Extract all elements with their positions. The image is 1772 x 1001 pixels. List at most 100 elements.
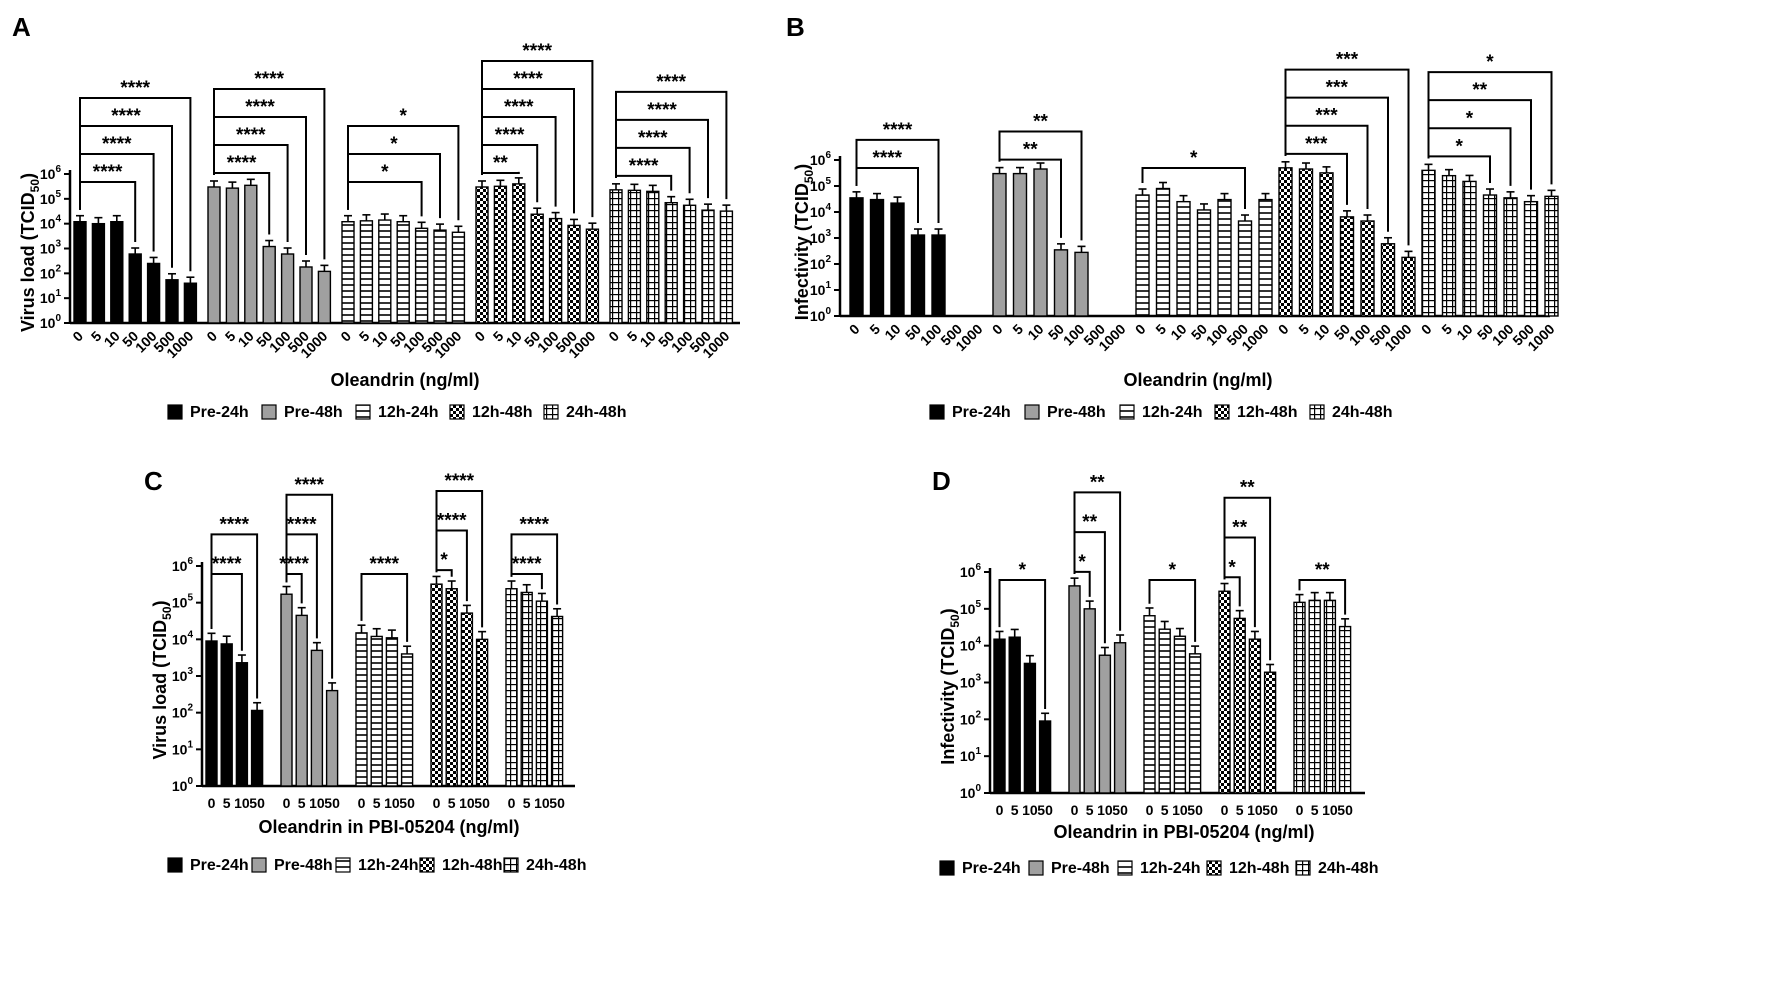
significance-label: ** bbox=[1033, 112, 1048, 133]
bar bbox=[1113, 642, 1127, 794]
x-tick-label: 5 bbox=[1161, 802, 1169, 818]
bar bbox=[849, 197, 864, 317]
x-tick-label: 0 bbox=[337, 328, 354, 345]
significance-label: **** bbox=[513, 69, 543, 90]
significance-bracket bbox=[615, 174, 673, 191]
bar bbox=[262, 245, 276, 324]
bar bbox=[1503, 197, 1518, 317]
legend-label: 12h-24h bbox=[1142, 404, 1202, 421]
bar bbox=[1360, 220, 1375, 317]
x-tick-label: 5 bbox=[1152, 321, 1169, 338]
x-tick-label: 0 bbox=[1132, 321, 1149, 338]
bar bbox=[400, 653, 414, 787]
bar bbox=[550, 615, 564, 787]
x-tick-label: 10 bbox=[1247, 802, 1263, 818]
x-tick-label: 50 bbox=[549, 795, 565, 811]
x-tick-label: 50 bbox=[324, 795, 340, 811]
significance-label: ** bbox=[1240, 478, 1255, 499]
series-pre-24h: 0 5 10 50 **** **** bbox=[205, 514, 265, 811]
bar bbox=[931, 234, 946, 317]
legend-label: Pre-24h bbox=[190, 857, 249, 874]
x-tick-label: 10 bbox=[384, 795, 400, 811]
y-tick-label: 106 bbox=[40, 164, 62, 182]
x-tick-label: 0 bbox=[1221, 802, 1229, 818]
bar bbox=[250, 709, 264, 787]
y-tick-label: 103 bbox=[960, 673, 982, 691]
x-axis-label: Oleandrin in PBI-05204 (ng/ml) bbox=[258, 817, 519, 837]
bar bbox=[505, 588, 518, 787]
bar bbox=[1176, 200, 1191, 317]
x-tick-label: 5 bbox=[1295, 321, 1312, 338]
x-tick-label: 5 bbox=[448, 795, 456, 811]
bar bbox=[207, 186, 221, 324]
significance-label: **** bbox=[212, 554, 242, 575]
bar bbox=[414, 227, 429, 324]
bar bbox=[91, 222, 106, 324]
y-tick-label: 100 bbox=[40, 313, 62, 331]
bar bbox=[280, 253, 295, 324]
x-tick-label: 5 bbox=[1438, 321, 1455, 338]
bar bbox=[205, 640, 218, 787]
panel-letter: A bbox=[12, 12, 31, 42]
y-tick-label: 101 bbox=[172, 739, 194, 757]
significance-bracket bbox=[1284, 152, 1348, 205]
bar bbox=[220, 643, 233, 787]
significance-label: * bbox=[1190, 148, 1198, 169]
y-tick-label: 105 bbox=[40, 189, 62, 207]
bar bbox=[682, 204, 697, 324]
x-tick-label: 50 bbox=[1262, 802, 1278, 818]
y-tick-label: 102 bbox=[172, 703, 194, 721]
significance-bracket bbox=[998, 158, 1062, 238]
significance-label: **** bbox=[445, 471, 475, 492]
bar bbox=[244, 184, 258, 324]
significance-bracket bbox=[1427, 71, 1553, 185]
panel-letter: C bbox=[144, 466, 163, 496]
y-tick-label: 100 bbox=[810, 306, 832, 324]
y-tick-label: 105 bbox=[172, 593, 194, 611]
y-tick-label: 102 bbox=[40, 263, 62, 281]
bar bbox=[890, 202, 905, 317]
x-tick-label: 5 bbox=[1086, 802, 1094, 818]
y-tick-label: 103 bbox=[810, 228, 832, 246]
legend-label: 24h-48h bbox=[526, 857, 586, 874]
legend-label: 12h-48h bbox=[1237, 404, 1297, 421]
x-tick-label: 0 bbox=[433, 795, 441, 811]
bar bbox=[445, 588, 458, 787]
x-tick-label: 5 bbox=[866, 321, 883, 338]
significance-label: * bbox=[381, 162, 389, 183]
legend-label: 24h-48h bbox=[1318, 860, 1378, 877]
bar bbox=[1083, 608, 1096, 794]
y-tick-label: 104 bbox=[810, 202, 832, 220]
x-tick-label: 0 bbox=[208, 795, 216, 811]
legend-swatch bbox=[419, 857, 435, 873]
bar bbox=[1155, 187, 1171, 317]
bar bbox=[1278, 167, 1293, 317]
x-tick-label: 5 bbox=[523, 795, 531, 811]
bar bbox=[1298, 168, 1314, 317]
x-tick-label: 50 bbox=[1187, 802, 1203, 818]
bar bbox=[664, 201, 678, 324]
legend-label: 12h-48h bbox=[442, 857, 502, 874]
significance-bracket bbox=[1298, 579, 1347, 615]
bar bbox=[1339, 216, 1355, 317]
bar bbox=[1523, 200, 1539, 317]
bar bbox=[512, 183, 526, 324]
y-tick-label: 103 bbox=[172, 666, 194, 684]
bar bbox=[355, 632, 368, 787]
significance-bracket bbox=[1427, 155, 1491, 184]
bar bbox=[73, 221, 87, 324]
bar bbox=[520, 591, 533, 787]
x-axis-label: Oleandrin (ng/ml) bbox=[1123, 370, 1272, 390]
bar bbox=[993, 638, 1006, 794]
bar bbox=[295, 614, 308, 787]
x-tick-label: 0 bbox=[846, 321, 863, 338]
legend-label: Pre-48h bbox=[274, 857, 333, 874]
x-tick-label: 10 bbox=[309, 795, 325, 811]
x-tick-label: 10 bbox=[1022, 802, 1038, 818]
